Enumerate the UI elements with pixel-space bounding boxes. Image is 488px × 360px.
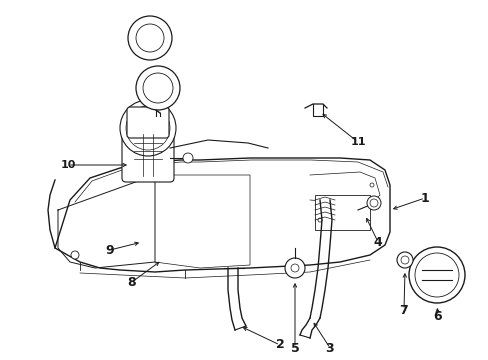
Text: 6: 6 bbox=[433, 310, 442, 323]
Circle shape bbox=[408, 247, 464, 303]
Text: 11: 11 bbox=[349, 137, 365, 147]
Circle shape bbox=[183, 153, 193, 163]
FancyBboxPatch shape bbox=[314, 195, 369, 230]
Polygon shape bbox=[55, 158, 389, 272]
Circle shape bbox=[120, 100, 176, 156]
Text: 9: 9 bbox=[105, 243, 114, 257]
Circle shape bbox=[366, 196, 380, 210]
Text: 5: 5 bbox=[290, 342, 299, 355]
Circle shape bbox=[369, 183, 373, 187]
Text: 8: 8 bbox=[127, 275, 136, 288]
Circle shape bbox=[285, 258, 305, 278]
Circle shape bbox=[317, 218, 321, 222]
Text: 10: 10 bbox=[60, 160, 76, 170]
Circle shape bbox=[128, 16, 172, 60]
Text: 7: 7 bbox=[399, 303, 407, 316]
Circle shape bbox=[400, 256, 408, 264]
Text: 3: 3 bbox=[325, 342, 334, 355]
Text: 4: 4 bbox=[373, 235, 382, 248]
Circle shape bbox=[396, 252, 412, 268]
Text: 1: 1 bbox=[420, 192, 428, 204]
FancyBboxPatch shape bbox=[127, 107, 169, 138]
Text: 2: 2 bbox=[275, 338, 284, 351]
Circle shape bbox=[126, 106, 170, 150]
FancyBboxPatch shape bbox=[122, 129, 174, 182]
Circle shape bbox=[142, 73, 173, 103]
Circle shape bbox=[136, 66, 180, 110]
Circle shape bbox=[414, 253, 458, 297]
Circle shape bbox=[290, 264, 298, 272]
Circle shape bbox=[136, 24, 163, 52]
Circle shape bbox=[369, 199, 377, 207]
Circle shape bbox=[71, 251, 79, 259]
